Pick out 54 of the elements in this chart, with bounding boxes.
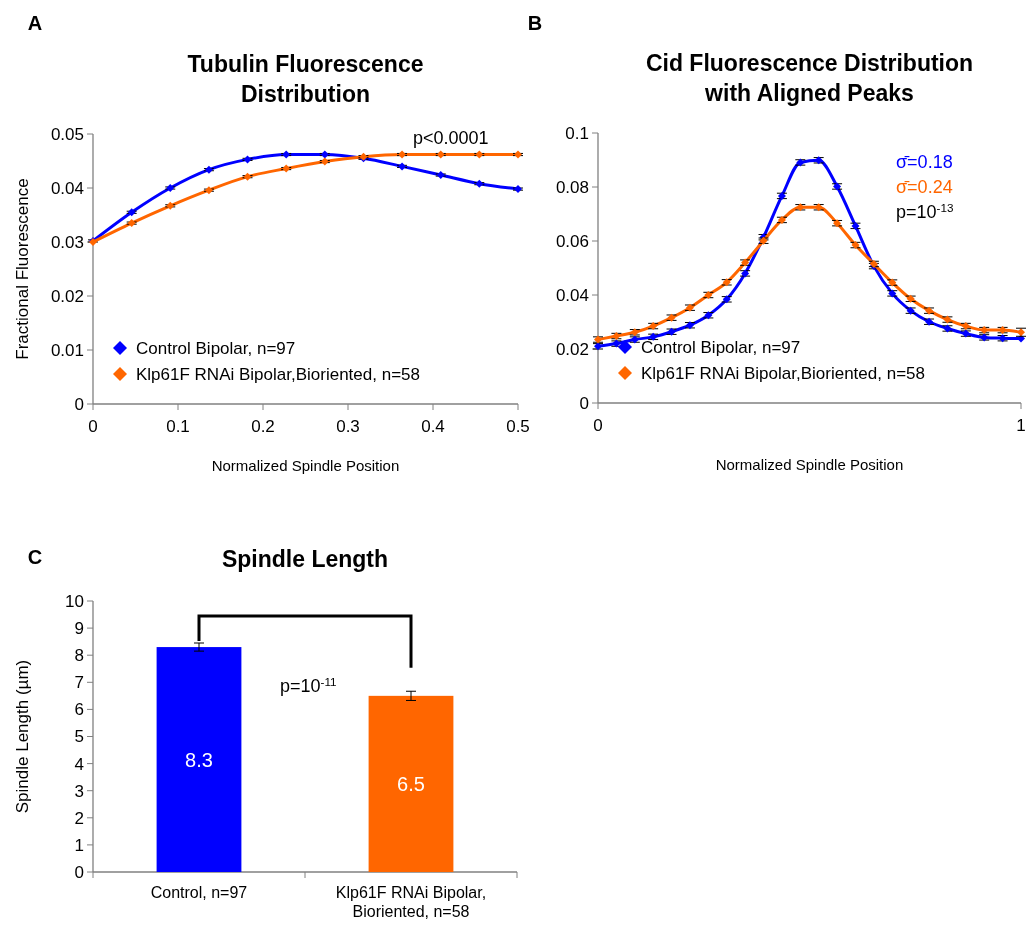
x-tick-label: 0.1: [166, 417, 190, 436]
text: A: [27, 12, 43, 34]
y-tick-label: 3: [74, 781, 84, 801]
y-tick-label: 4: [74, 754, 84, 774]
legend-label: Control Bipolar, n=97: [136, 338, 296, 358]
y-tick-label: 0.04: [50, 178, 84, 198]
y-tick-label: 0.1: [565, 123, 589, 143]
annotation: σ̄=0.24: [896, 177, 953, 197]
x-tick-label: 0.3: [336, 417, 360, 436]
y-tick-label: 0: [74, 862, 84, 882]
x-tick-label: 1: [1016, 416, 1026, 435]
y-tick-label: 10: [65, 591, 84, 611]
y-tick-label: 9: [74, 619, 84, 639]
y-axis-title: Spindle Length (µm): [13, 659, 32, 814]
x-axis-title: Normalized Spindle Position: [715, 456, 904, 473]
y-tick-label: 8: [74, 646, 84, 666]
y-tick-label: 0.02: [555, 339, 589, 359]
y-tick-label: 0: [74, 394, 84, 414]
x-axis-title: Normalized Spindle Position: [211, 457, 400, 474]
y-tick-label: 0: [579, 393, 589, 413]
x-tick-label: 0.2: [251, 417, 275, 436]
y-tick-label: 6: [74, 700, 84, 720]
y-tick-label: 2: [74, 808, 84, 828]
x-tick-label: Control, n=97: [150, 884, 248, 901]
x-tick-label: Klp61F RNAi Bipolar, Bioriented, n=58: [335, 884, 487, 920]
y-tick-label: 1: [74, 835, 84, 855]
y-tick-label: 0.06: [555, 231, 589, 251]
y-axis-title: Fractional Fluorescence: [13, 178, 32, 360]
y-tick-label: 0.04: [555, 285, 589, 305]
y-tick-label: 0.03: [50, 232, 84, 252]
legend-label: Klp61F RNAi Bipolar,Bioriented, n=58: [136, 364, 420, 384]
x-tick-label: 0: [88, 417, 98, 436]
y-tick-label: 7: [74, 673, 84, 693]
annotation: p=10$^{-13}$: [896, 200, 954, 222]
annotation: p=10$^{-11}$: [280, 674, 337, 696]
text: B: [527, 12, 543, 34]
text: C: [27, 546, 43, 568]
chart-title: Cid Fluorescence Distribution with Aligned Peaks: [645, 50, 974, 106]
x-tick-label: 0.4: [421, 417, 445, 436]
y-tick-label: 0.02: [50, 286, 84, 306]
y-tick-label: 5: [74, 727, 84, 747]
y-tick-label: 0.08: [555, 177, 589, 197]
annotation: p<0.0001: [413, 128, 489, 148]
annotation: σ̄=0.18: [896, 152, 953, 172]
y-tick-label: 0.01: [50, 340, 84, 360]
chart-title: Tubulin Fluorescence Distribution: [187, 51, 424, 107]
x-tick-label: 0: [593, 416, 603, 435]
data-label: 6.5: [397, 772, 425, 795]
legend-label: Klp61F RNAi Bipolar,Bioriented, n=58: [641, 363, 925, 383]
chart-title: Spindle Length: [221, 546, 389, 572]
data-label: 8.3: [185, 748, 213, 771]
x-tick-label: 0.5: [506, 417, 530, 436]
legend-label: Control Bipolar, n=97: [641, 337, 801, 357]
y-tick-label: 0.05: [50, 124, 84, 144]
